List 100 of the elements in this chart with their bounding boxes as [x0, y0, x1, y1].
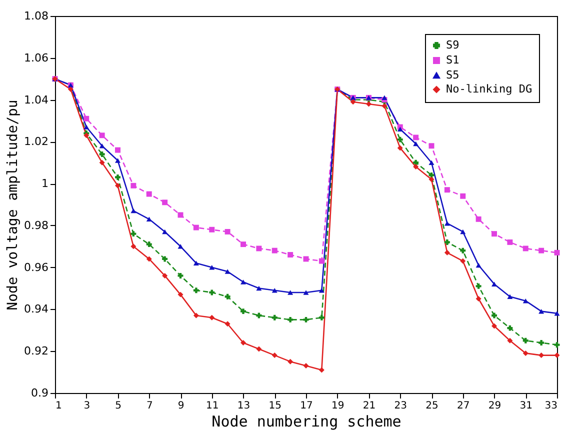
- point: [366, 101, 372, 107]
- point: [554, 311, 560, 316]
- point: [428, 143, 434, 149]
- point: [115, 147, 120, 153]
- point: [538, 248, 544, 254]
- x-tick-label: 21: [362, 400, 376, 412]
- point: [130, 208, 136, 214]
- point: [209, 226, 215, 232]
- point: [538, 352, 544, 358]
- point: [99, 143, 105, 148]
- point: [460, 193, 466, 199]
- point: [318, 258, 324, 264]
- point: [303, 363, 309, 369]
- point: [224, 228, 230, 234]
- point: [318, 314, 324, 320]
- point: [413, 134, 419, 140]
- point: [522, 350, 528, 356]
- point: [178, 212, 184, 218]
- x-tick-label: 3: [84, 400, 90, 412]
- point: [444, 187, 450, 193]
- point: [522, 338, 528, 344]
- point: [193, 288, 199, 294]
- point: [224, 294, 230, 300]
- point: [146, 191, 152, 197]
- point: [130, 231, 136, 237]
- point: [492, 323, 497, 329]
- point: [256, 246, 262, 252]
- x-tick-label: 33: [544, 400, 558, 412]
- point: [507, 338, 513, 344]
- point: [178, 292, 184, 298]
- y-tick-label: 0.96: [24, 260, 48, 274]
- point: [272, 352, 278, 358]
- point: [99, 160, 105, 166]
- point: [256, 346, 262, 352]
- point: [193, 312, 199, 318]
- point: [209, 290, 215, 296]
- y-tick-label: 1.04: [24, 93, 48, 106]
- point: [272, 288, 278, 293]
- point: [554, 342, 560, 348]
- point: [554, 250, 560, 256]
- point: [162, 229, 168, 234]
- x-tick-label: 5: [115, 400, 122, 412]
- point: [413, 164, 419, 170]
- point: [84, 116, 90, 122]
- point: [115, 158, 120, 163]
- point: [476, 262, 482, 268]
- point: [193, 260, 199, 266]
- point: [303, 256, 309, 262]
- x-tick-label: 25: [426, 400, 438, 412]
- point: [224, 321, 230, 327]
- x-tick-label: 17: [300, 400, 313, 412]
- point: [178, 244, 184, 249]
- point: [522, 246, 528, 252]
- point: [288, 290, 294, 295]
- x-tick-label: 19: [332, 400, 344, 412]
- legend-label: S1: [446, 54, 460, 66]
- legend-label: S9: [446, 38, 460, 52]
- point: [492, 282, 497, 286]
- point: [288, 252, 294, 258]
- point: [68, 86, 74, 92]
- point: [428, 176, 434, 182]
- point: [288, 316, 294, 322]
- y-tick-label: 0.94: [24, 302, 48, 316]
- point: [382, 95, 388, 100]
- point: [84, 124, 90, 130]
- x-tick-label: 15: [268, 400, 282, 412]
- point: [507, 325, 513, 331]
- point: [240, 308, 246, 314]
- x-tick-label: 31: [520, 400, 532, 412]
- point: [240, 340, 246, 346]
- point: [178, 272, 184, 278]
- x-tick-label: 7: [146, 400, 153, 412]
- x-tick-label: 13: [237, 400, 250, 412]
- point: [146, 256, 152, 262]
- point: [240, 280, 246, 284]
- x-tick-label: 1: [56, 400, 62, 412]
- point: [507, 239, 513, 245]
- point: [397, 126, 403, 132]
- x-tick-label: 23: [394, 400, 407, 412]
- point: [382, 103, 388, 109]
- y-tick-label: 0.98: [24, 218, 48, 232]
- point: [99, 132, 105, 138]
- point: [413, 141, 419, 146]
- y-axis-title: Node voltage amplitude/pu: [5, 100, 22, 310]
- point: [460, 248, 466, 254]
- y-tick-label: 1: [42, 177, 48, 190]
- point: [428, 160, 434, 165]
- point: [272, 314, 278, 320]
- point: [460, 258, 466, 264]
- point: [162, 272, 168, 278]
- point: [303, 316, 309, 322]
- point: [224, 269, 230, 274]
- point: [146, 242, 152, 248]
- point: [554, 352, 560, 358]
- point: [209, 314, 215, 320]
- point: [288, 358, 294, 364]
- point: [130, 182, 136, 188]
- point: [256, 286, 262, 291]
- y-tick-label: 1.02: [24, 135, 48, 148]
- point: [162, 256, 168, 262]
